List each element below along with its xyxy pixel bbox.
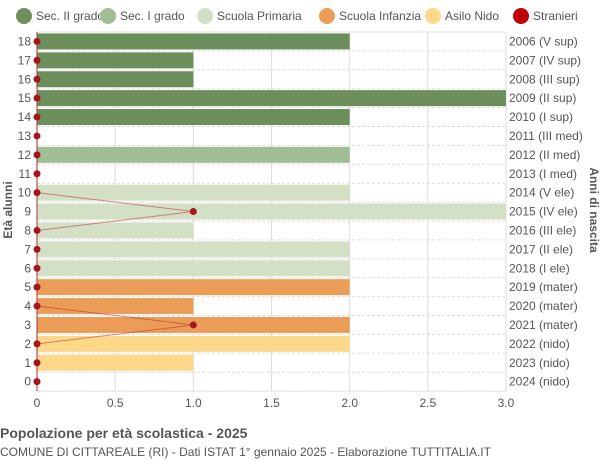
stranieri-point [33,359,41,367]
bar [37,354,194,371]
y-tick-label: 17 [18,53,32,67]
birth-year-label: 2019 (mater) [509,280,578,294]
stranieri-point [33,151,41,159]
bar [37,33,350,50]
y-tick-label: 11 [19,167,32,181]
bar [37,52,194,69]
birth-year-label: 2013 (I med) [509,167,577,181]
legend-marker [319,8,335,24]
chart-subtitle: COMUNE DI CITTAREALE (RI) - Dati ISTAT 1… [0,445,491,459]
stranieri-point [33,37,41,45]
stranieri-point [33,340,41,348]
x-tick-label: 2.5 [419,396,436,410]
stranieri-point [189,321,197,329]
stranieri-point [33,113,41,121]
stranieri-point [33,75,41,83]
birth-year-label: 2009 (II sup) [509,91,576,105]
bar [37,71,194,88]
birth-year-label: 2021 (mater) [509,318,578,332]
stranieri-point [33,170,41,178]
bar [37,260,350,277]
birth-year-label: 2010 (I sup) [509,110,573,124]
legend-label: Asilo Nido [445,9,499,23]
birth-year-label: 2011 (III med) [509,129,583,143]
birth-year-label: 2012 (II med) [509,148,580,162]
y-tick-label: 4 [24,299,31,313]
y-tick-label: 3 [24,318,31,332]
chart-svg: Sec. II grado Sec. I grado Scuola Primaria… [1,8,600,410]
bar [37,203,506,220]
birth-year-label: 2014 (V ele) [509,186,574,200]
bar [37,298,194,315]
stranieri-point [33,302,41,310]
bar [37,222,194,239]
y-tick-label: 5 [24,280,31,294]
birth-year-label: 2018 (I ele) [509,261,570,275]
legend-label: Sec. II grado [36,9,104,23]
y-tick-label: 12 [18,148,32,162]
x-tick-label: 2.0 [341,396,358,410]
x-tick-label: 1.0 [185,396,202,410]
y-tick-label: 2 [24,337,31,351]
birth-year-label: 2016 (III ele) [509,223,576,237]
stranieri-point [189,208,197,216]
legend-marker [425,8,441,24]
stranieri-point [33,378,41,386]
birth-year-label: 2017 (II ele) [509,242,573,256]
y-tick-label: 15 [18,91,32,105]
x-tick-label: 0 [34,396,41,410]
legend-label: Scuola Infanzia [339,9,421,23]
legend-marker [100,8,116,24]
legend-label: Sec. I grado [120,9,185,23]
birth-year-label: 2008 (III sup) [509,72,580,86]
stranieri-point [33,264,41,272]
y-tick-label: 6 [24,261,31,275]
bar [37,109,350,126]
stranieri-point [33,132,41,140]
birth-year-label: 2006 (V sup) [509,34,578,48]
x-tick-label: 3.0 [498,396,515,410]
bar [37,335,350,352]
legend-marker [16,8,32,24]
chart-title: Popolazione per età scolastica - 2025 [0,425,248,441]
birth-year-label: 2007 (IV sup) [509,53,581,67]
y-axis-title-right: Anni di nascita [587,167,600,253]
y-axis-title: Età alunni [1,181,15,238]
bar [37,90,506,107]
bar [37,241,350,258]
birth-year-label: 2023 (nido) [509,356,570,370]
stranieri-point [33,245,41,253]
birth-year-label: 2020 (mater) [509,299,578,313]
y-tick-label: 13 [18,129,32,143]
y-tick-label: 8 [24,223,31,237]
legend-marker [513,8,529,24]
y-tick-label: 9 [24,205,31,219]
x-tick-label: 0.5 [107,396,124,410]
stranieri-point [33,283,41,291]
y-tick-label: 10 [18,186,32,200]
stranieri-point [33,94,41,102]
birth-year-label: 2024 (nido) [509,375,570,389]
stranieri-point [33,56,41,64]
y-tick-label: 16 [18,72,32,86]
legend-label: Scuola Primaria [217,9,302,23]
legend-label: Stranieri [533,9,578,23]
y-tick-label: 18 [18,34,32,48]
legend-marker [197,8,213,24]
birth-year-label: 2022 (nido) [509,337,570,351]
stranieri-point [33,226,41,234]
y-tick-label: 7 [24,242,31,256]
bar [37,279,350,296]
y-tick-label: 1 [24,356,31,370]
bar [37,146,350,163]
stranieri-point [33,189,41,197]
x-tick-label: 1.5 [263,396,280,410]
y-tick-label: 0 [24,375,31,389]
y-tick-label: 14 [18,110,32,124]
birth-year-label: 2015 (IV ele) [509,205,578,219]
bar [37,184,350,201]
